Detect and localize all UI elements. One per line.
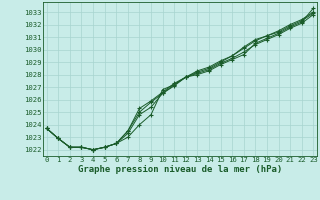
X-axis label: Graphe pression niveau de la mer (hPa): Graphe pression niveau de la mer (hPa) xyxy=(78,165,282,174)
